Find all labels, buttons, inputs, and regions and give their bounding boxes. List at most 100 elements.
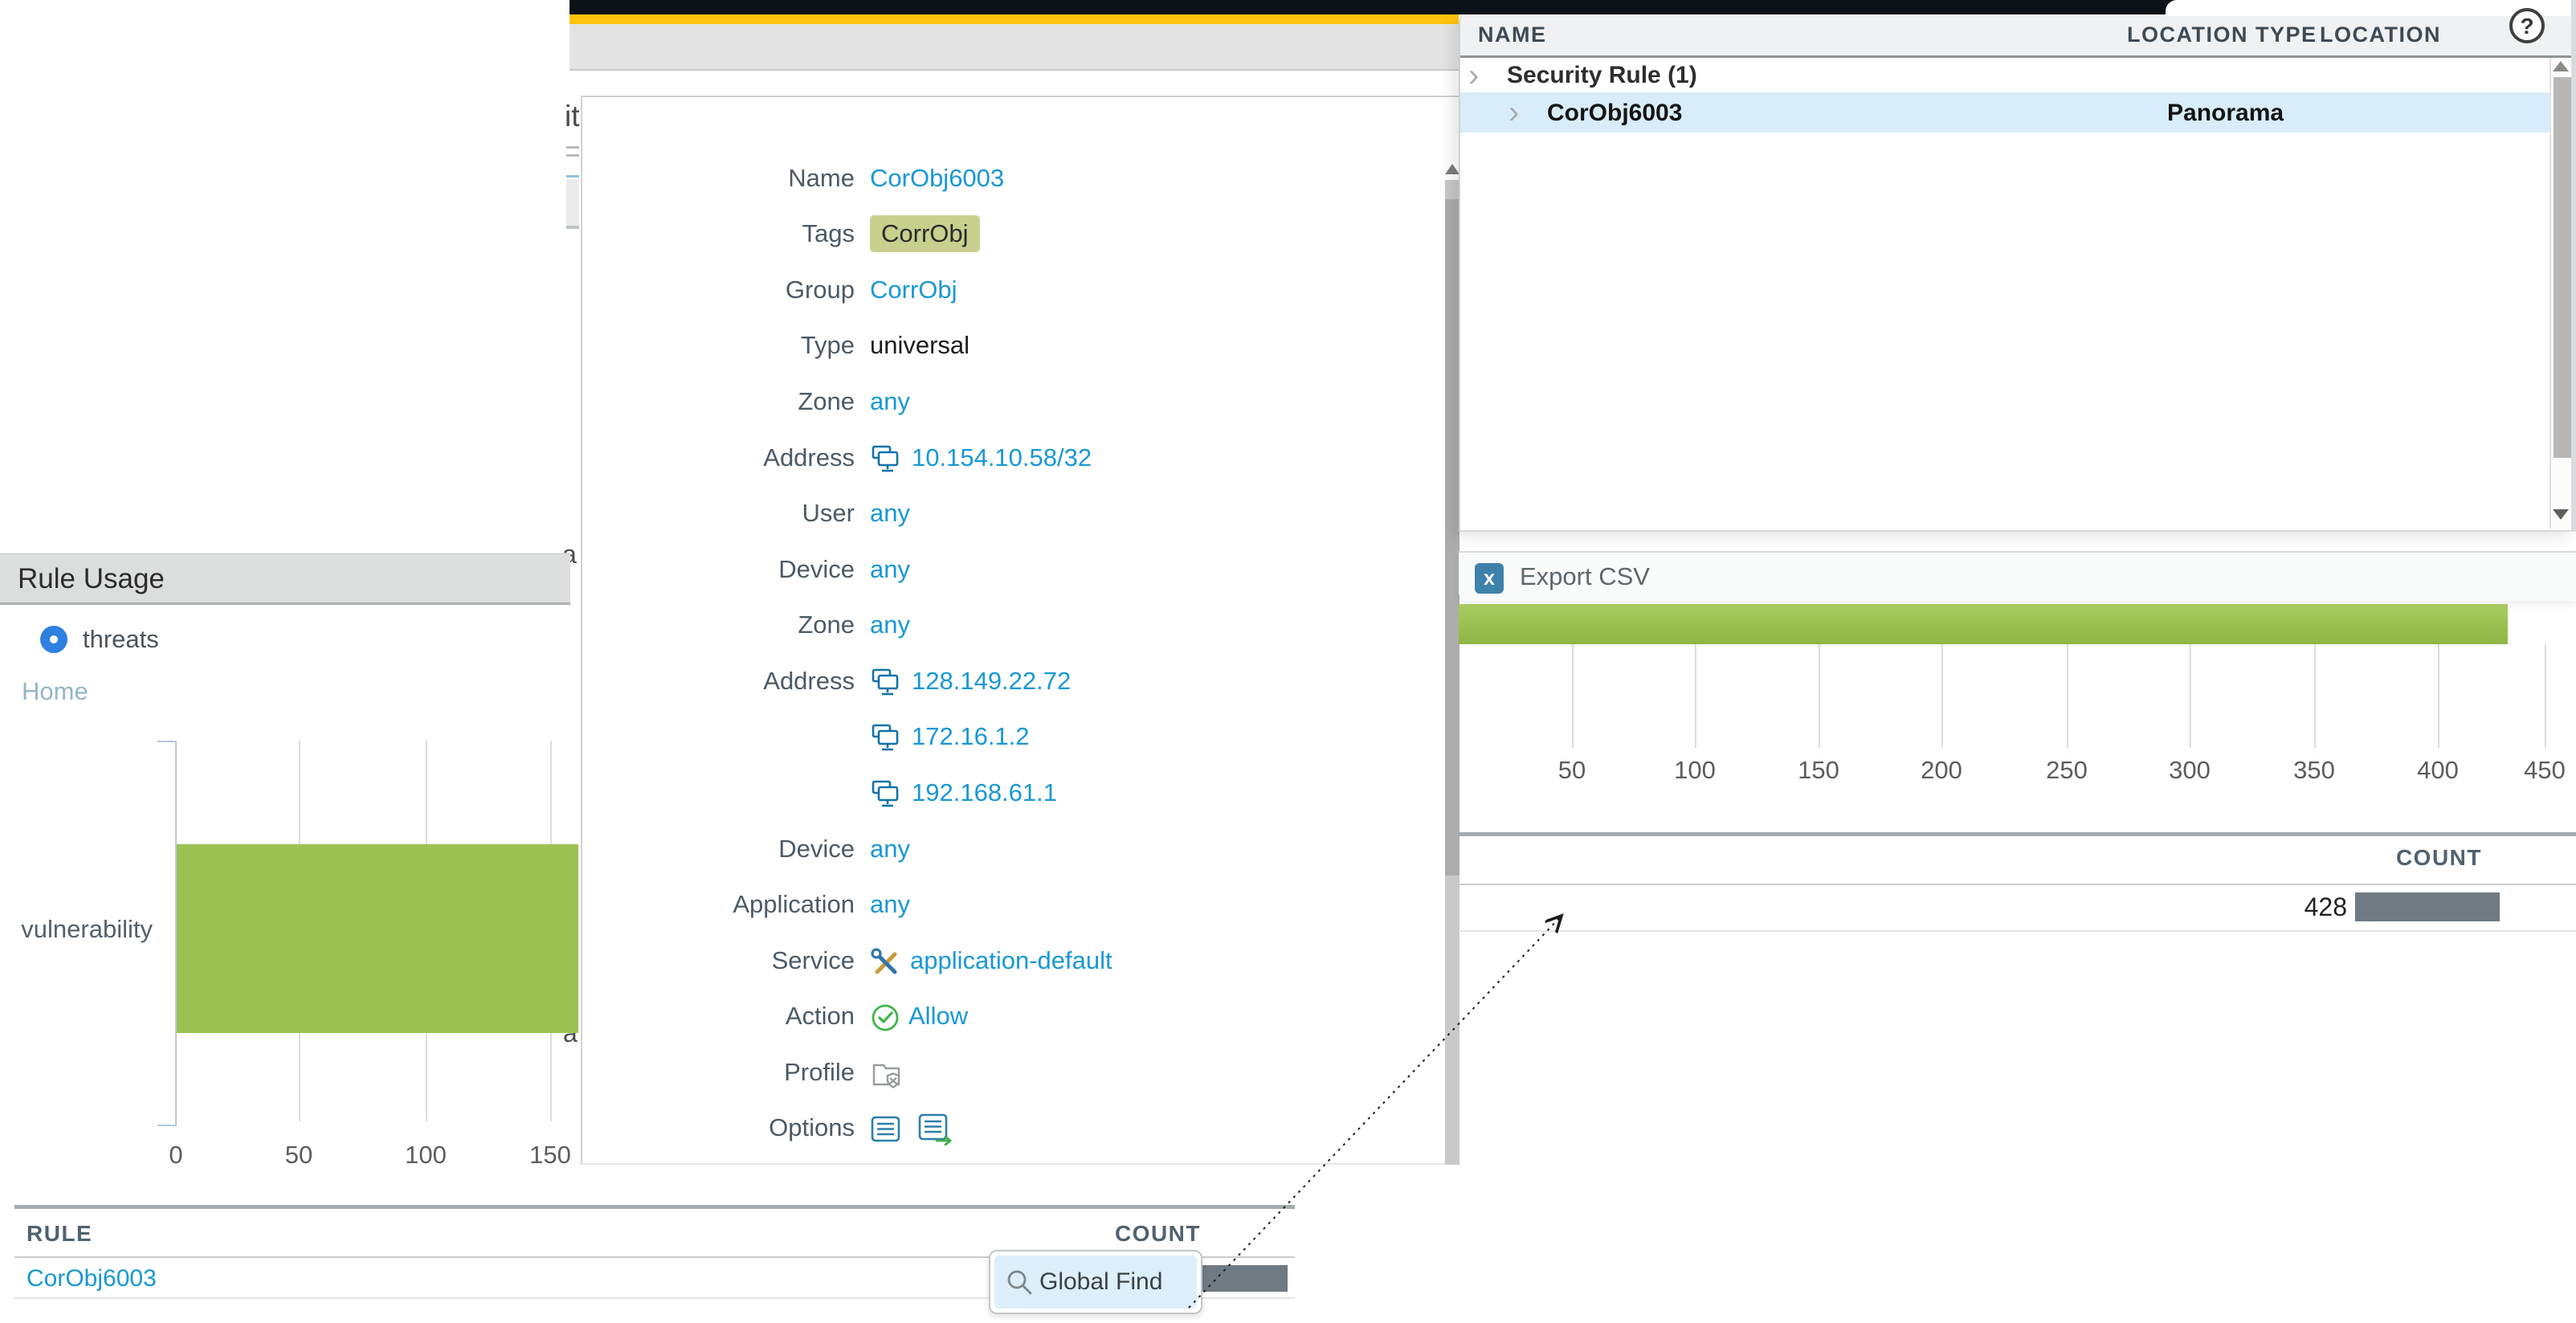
chevron-right-icon[interactable]: ›: [1468, 58, 1480, 93]
export-csv-label: Export CSV: [1520, 562, 1650, 590]
results-scroll-down-icon[interactable]: [2553, 509, 2569, 520]
tree-group-row[interactable]: › Security Rule (1): [1460, 58, 2551, 93]
tag-badge[interactable]: CorrObj: [870, 215, 980, 252]
gridline: [2438, 644, 2439, 748]
home-link[interactable]: Home: [22, 677, 88, 705]
details-scrollbar[interactable]: [1445, 180, 1459, 1165]
results-scrollbar[interactable]: [2549, 58, 2572, 529]
global-find-label: Global Find: [1039, 1268, 1163, 1295]
results-scroll-up-icon[interactable]: [2553, 61, 2569, 71]
csv-file-icon: x: [1475, 563, 1504, 594]
export-csv-button[interactable]: x Export CSV: [1459, 551, 2576, 601]
right-table-header-border: [1459, 884, 2576, 885]
accent-yellow-bar: [569, 14, 1459, 24]
action-value-link[interactable]: Allow: [908, 1002, 969, 1030]
log-forwarding-icon: [917, 1113, 956, 1145]
tree-result-row-selected[interactable]: › CorObj6003 Panorama: [1460, 92, 2551, 133]
bottom-table-count-bar: [1201, 1265, 1288, 1292]
radio-dot: [50, 635, 58, 643]
detail-row-application: Application any: [582, 885, 1434, 924]
user-value-link[interactable]: any: [870, 499, 910, 527]
right-table-count-value: 428: [2304, 892, 2347, 921]
search-icon: [1006, 1268, 1035, 1297]
gridline: [2314, 644, 2316, 748]
right-chart-bar[interactable]: [1459, 604, 2508, 644]
field-label: Device: [778, 835, 855, 863]
bottom-table-header-border: [14, 1256, 1295, 1258]
application-value-link[interactable]: any: [870, 890, 910, 918]
help-icon[interactable]: ?: [2509, 8, 2545, 43]
left-chart-bar-vulnerability[interactable]: [177, 844, 578, 1033]
dialog-top-notch: [2166, 0, 2576, 16]
column-header-location-type[interactable]: LOCATION TYPE: [2127, 22, 2317, 47]
field-label: Profile: [784, 1058, 855, 1086]
detail-row-device2: Device any: [582, 830, 1434, 868]
detail-row-type: Type universal: [582, 326, 1434, 365]
details-scroll-up-icon[interactable]: [1445, 164, 1459, 174]
gridline: [1572, 644, 1574, 748]
occluded-line-fragment: [566, 154, 579, 157]
gridline: [2190, 644, 2191, 748]
result-name: CorObj6003: [1547, 100, 1683, 126]
zone-value-link[interactable]: any: [870, 610, 910, 639]
left-chart-tick: 100: [405, 1141, 447, 1169]
log-setting-icon: [870, 1115, 902, 1144]
rule-usage-title: Rule Usage: [18, 563, 165, 594]
detail-row-user: User any: [582, 494, 1434, 533]
results-scrollbar-thumb[interactable]: [2554, 77, 2571, 458]
right-chart-tick: 350: [2293, 756, 2335, 784]
right-table-count-header[interactable]: COUNT: [2395, 845, 2482, 870]
global-find-menu-item[interactable]: Global Find: [989, 1250, 1202, 1314]
device-value-link[interactable]: any: [870, 835, 910, 863]
column-header-location[interactable]: LOCATION: [2320, 22, 2441, 47]
service-value-link[interactable]: application-default: [910, 946, 1112, 974]
field-label: Group: [785, 276, 855, 304]
detail-row-group: Group CorrObj: [582, 271, 1434, 309]
column-header-name[interactable]: NAME: [1478, 22, 1547, 47]
detail-row-zone: Zone any: [582, 382, 1434, 421]
bottom-table-rule-header[interactable]: RULE: [27, 1221, 93, 1246]
find-results-panel: NAME LOCATION TYPE LOCATION › Security R…: [1459, 14, 2576, 532]
field-label: Application: [733, 890, 855, 918]
gridline: [2545, 644, 2546, 748]
left-chart-axis-serif: [157, 741, 177, 742]
field-label: Address: [763, 667, 855, 695]
field-label: User: [802, 499, 855, 527]
left-chart-category-label: vulnerability: [21, 915, 153, 943]
zone-value-link[interactable]: any: [870, 387, 910, 415]
right-table-count-bar: [2355, 892, 2500, 921]
address-value-link[interactable]: 10.154.10.58/32: [912, 443, 1092, 472]
chevron-right-icon[interactable]: ›: [1508, 95, 1520, 130]
detail-row-address3: 172.16.1.2: [582, 717, 1434, 756]
right-chart-tick: 150: [1798, 756, 1839, 784]
field-label: Zone: [798, 387, 855, 415]
field-label: Address: [763, 443, 855, 472]
left-chart-axis-serif: [157, 1125, 177, 1126]
threats-radio[interactable]: [40, 626, 67, 653]
field-label: Name: [788, 164, 855, 192]
device-value-link[interactable]: any: [870, 555, 910, 583]
detail-row-zone2: Zone any: [582, 606, 1434, 644]
field-label: Options: [769, 1113, 855, 1141]
toolbar-band: [569, 24, 1459, 71]
group-value-link[interactable]: CorrObj: [870, 276, 957, 304]
right-chart-tick: 400: [2417, 756, 2459, 784]
detail-row-device: Device any: [582, 550, 1434, 589]
occluded-line-fragment: [566, 146, 579, 149]
field-label: Type: [800, 331, 855, 359]
address-value-link[interactable]: 192.168.61.1: [912, 778, 1058, 806]
bottom-table-count-header[interactable]: COUNT: [1114, 1221, 1201, 1246]
address-value-link[interactable]: 128.149.22.72: [912, 667, 1072, 695]
address-value-link[interactable]: 172.16.1.2: [912, 722, 1030, 750]
right-chart-tick: 450: [2524, 756, 2566, 784]
gridline: [2067, 644, 2068, 748]
left-chart-tick: 150: [529, 1141, 571, 1169]
right-chart-tick: 100: [1674, 756, 1716, 784]
occluded-button-fragment: [566, 179, 579, 229]
window-edge: [2571, 0, 2576, 532]
bottom-table-rule-link[interactable]: CorObj6003: [27, 1265, 157, 1292]
name-value-link[interactable]: CorObj6003: [870, 164, 1005, 192]
occluded-blue-line-fragment: [566, 175, 579, 178]
details-scrollbar-thumb[interactable]: [1445, 199, 1459, 876]
